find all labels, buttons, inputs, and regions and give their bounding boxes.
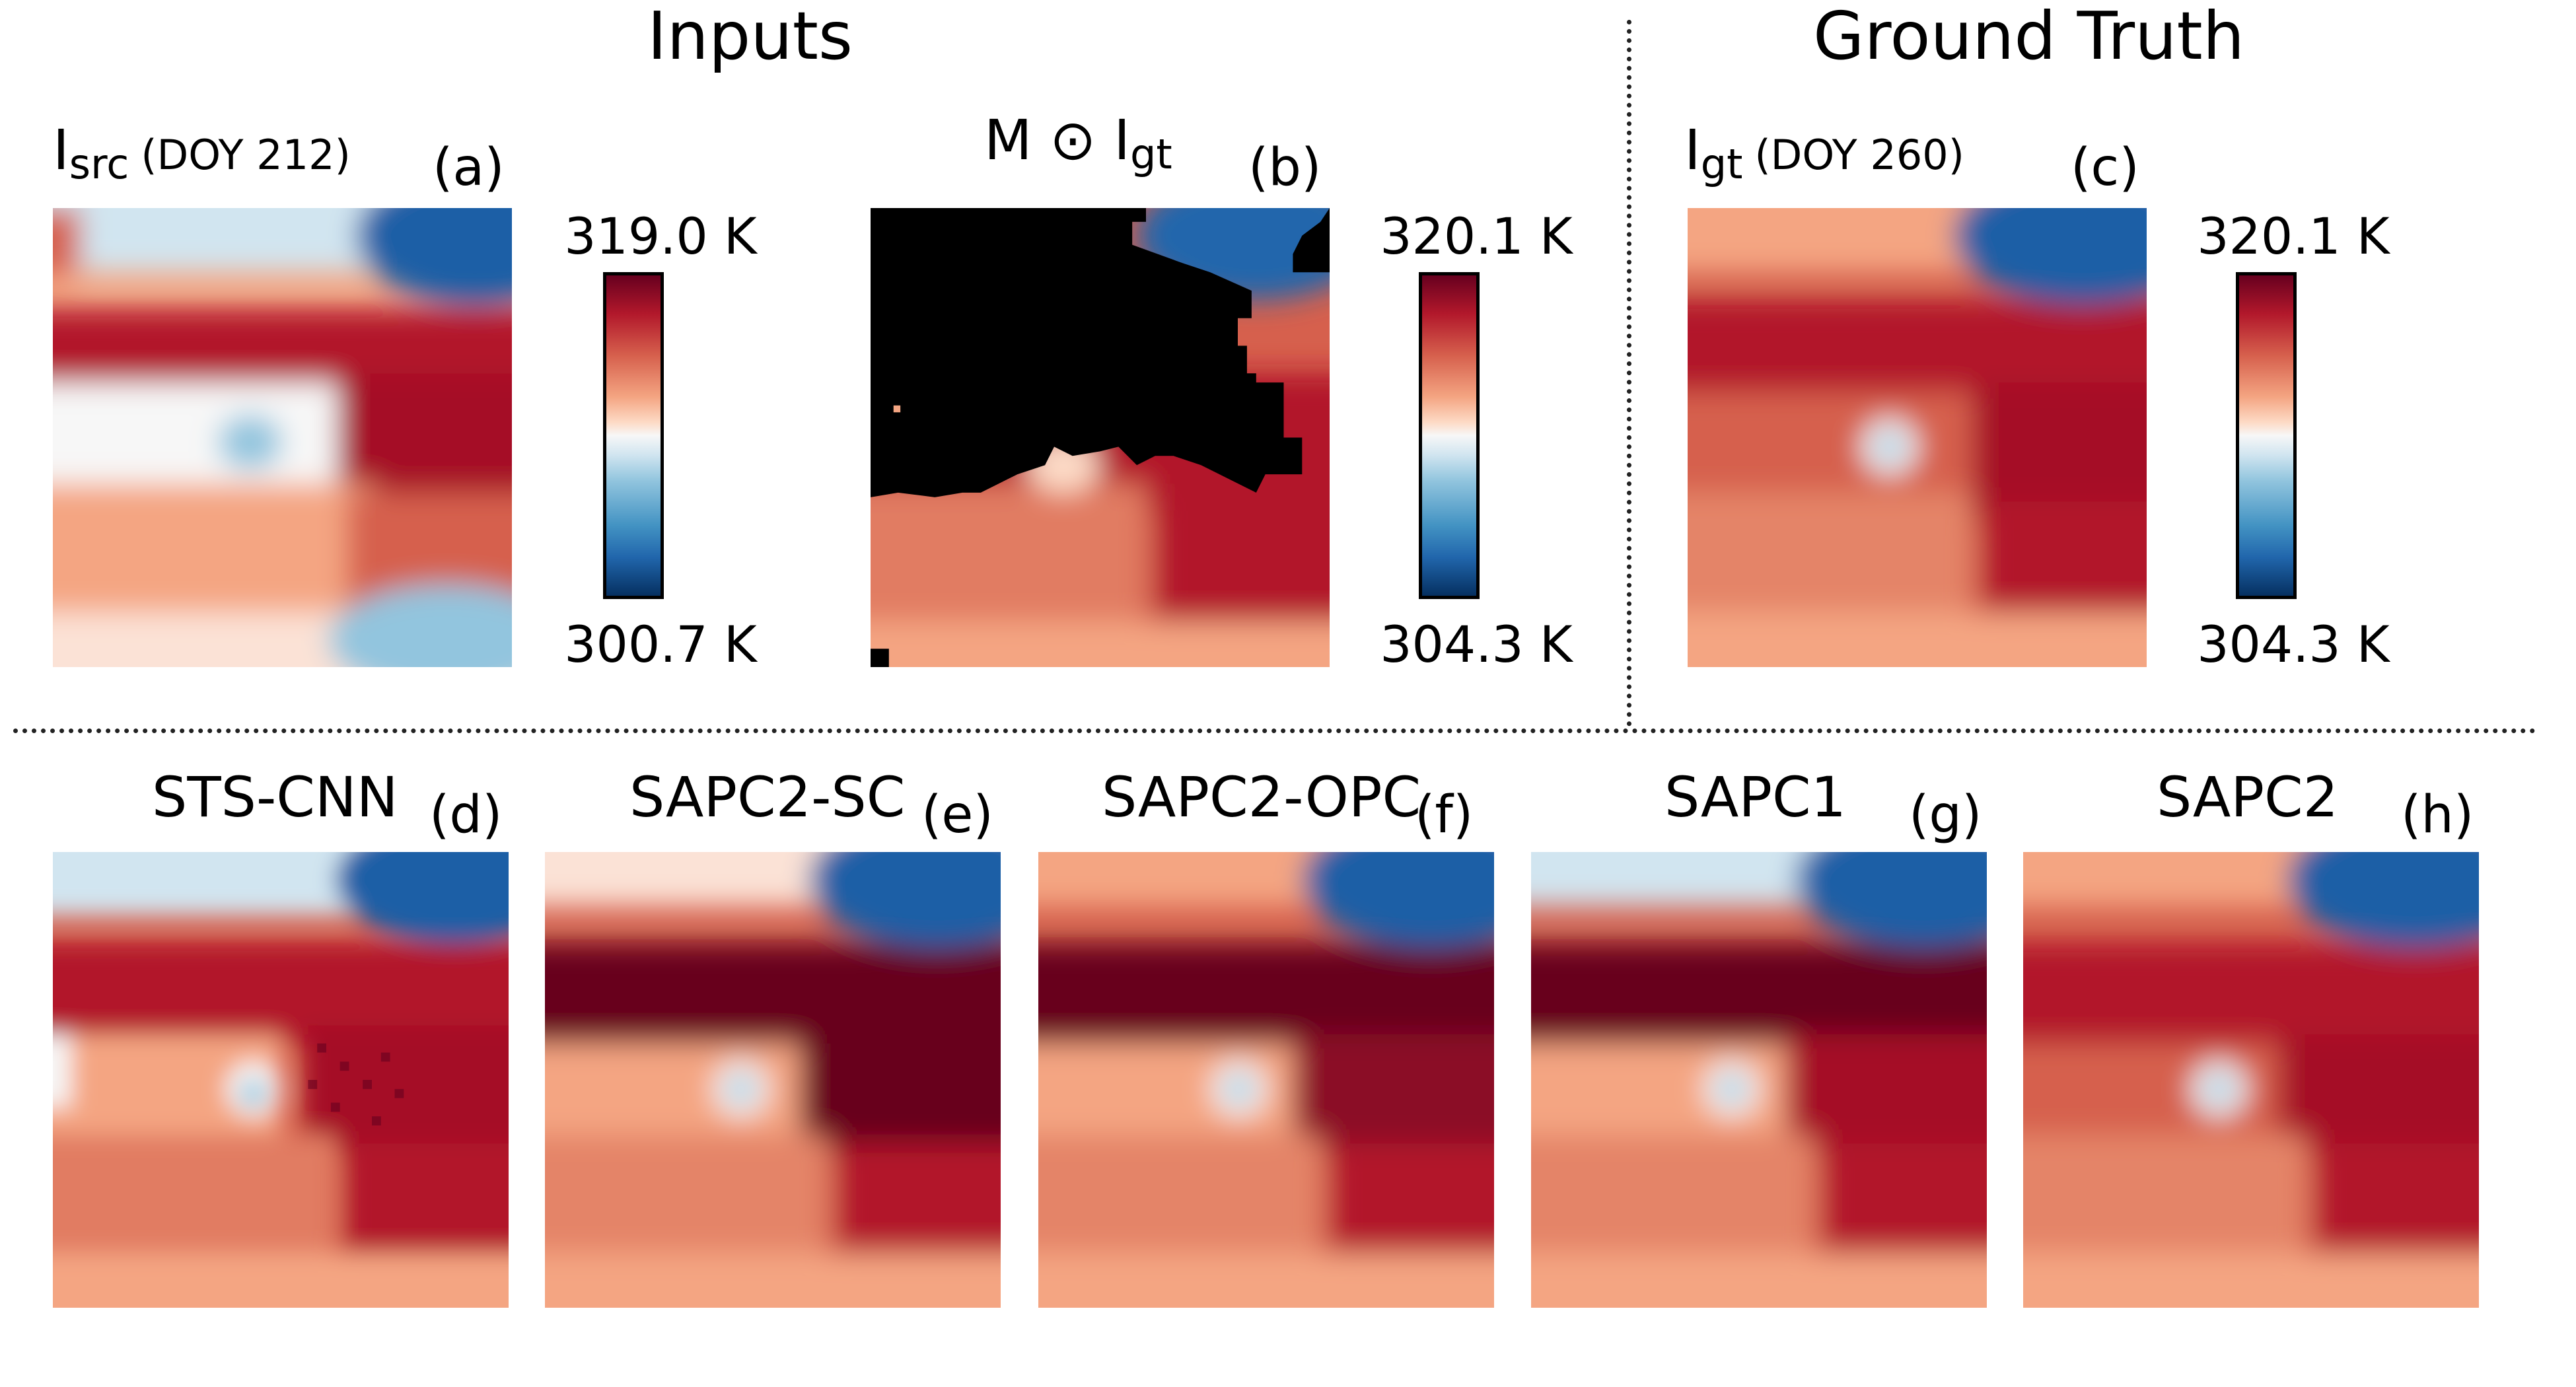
panel-e-tag: (e) [921, 785, 993, 845]
panel-d-title: STS-CNN [152, 765, 398, 830]
panel-h-image [2023, 852, 2479, 1308]
panel-b-image [871, 208, 1330, 667]
panel-f-title: SAPC2-OPC [1102, 765, 1421, 830]
panel-a-tag: (a) [433, 138, 505, 197]
inputs-heading: Inputs [647, 0, 853, 75]
colorbar-b-min-label: 304.3 K [1380, 615, 1573, 674]
panel-d-image [53, 852, 509, 1308]
ground-truth-heading: Ground Truth [1813, 0, 2245, 75]
panel-c-tag: (c) [2071, 138, 2139, 197]
colorbar-c-min-label: 304.3 K [2197, 615, 2390, 674]
colorbar-b [1419, 272, 1480, 599]
horizontal-divider [13, 729, 2536, 733]
panel-g-image [1531, 852, 1987, 1308]
panel-e-title: SAPC2-SC [629, 765, 906, 830]
panel-f-tag: (f) [1415, 785, 1474, 845]
colorbar-b-max-label: 320.1 K [1380, 207, 1573, 266]
panel-b-tag: (b) [1248, 138, 1322, 197]
colorbar-c-max-label: 320.1 K [2197, 207, 2390, 266]
panel-f-image [1038, 852, 1494, 1308]
colorbar-a-max-label: 319.0 K [564, 207, 757, 266]
colorbar-a [603, 272, 664, 599]
panel-b-title: M ⊙ Igt [984, 108, 1172, 178]
colorbar-c [2236, 272, 2297, 599]
panel-c-image [1688, 208, 2147, 667]
panel-g-title: SAPC1 [1664, 765, 1847, 830]
colorbar-a-min-label: 300.7 K [564, 615, 757, 674]
panel-h-title: SAPC2 [2157, 765, 2339, 830]
panel-h-tag: (h) [2401, 785, 2474, 845]
panel-e-image [545, 852, 1001, 1308]
panel-a-image [53, 208, 512, 667]
panel-d-tag: (d) [429, 785, 503, 845]
panel-g-tag: (g) [1909, 785, 1982, 845]
panel-a-title: Isrc (DOY 212) [53, 118, 351, 188]
panel-c-title: Igt (DOY 260) [1684, 118, 1964, 188]
vertical-divider [1627, 20, 1631, 727]
